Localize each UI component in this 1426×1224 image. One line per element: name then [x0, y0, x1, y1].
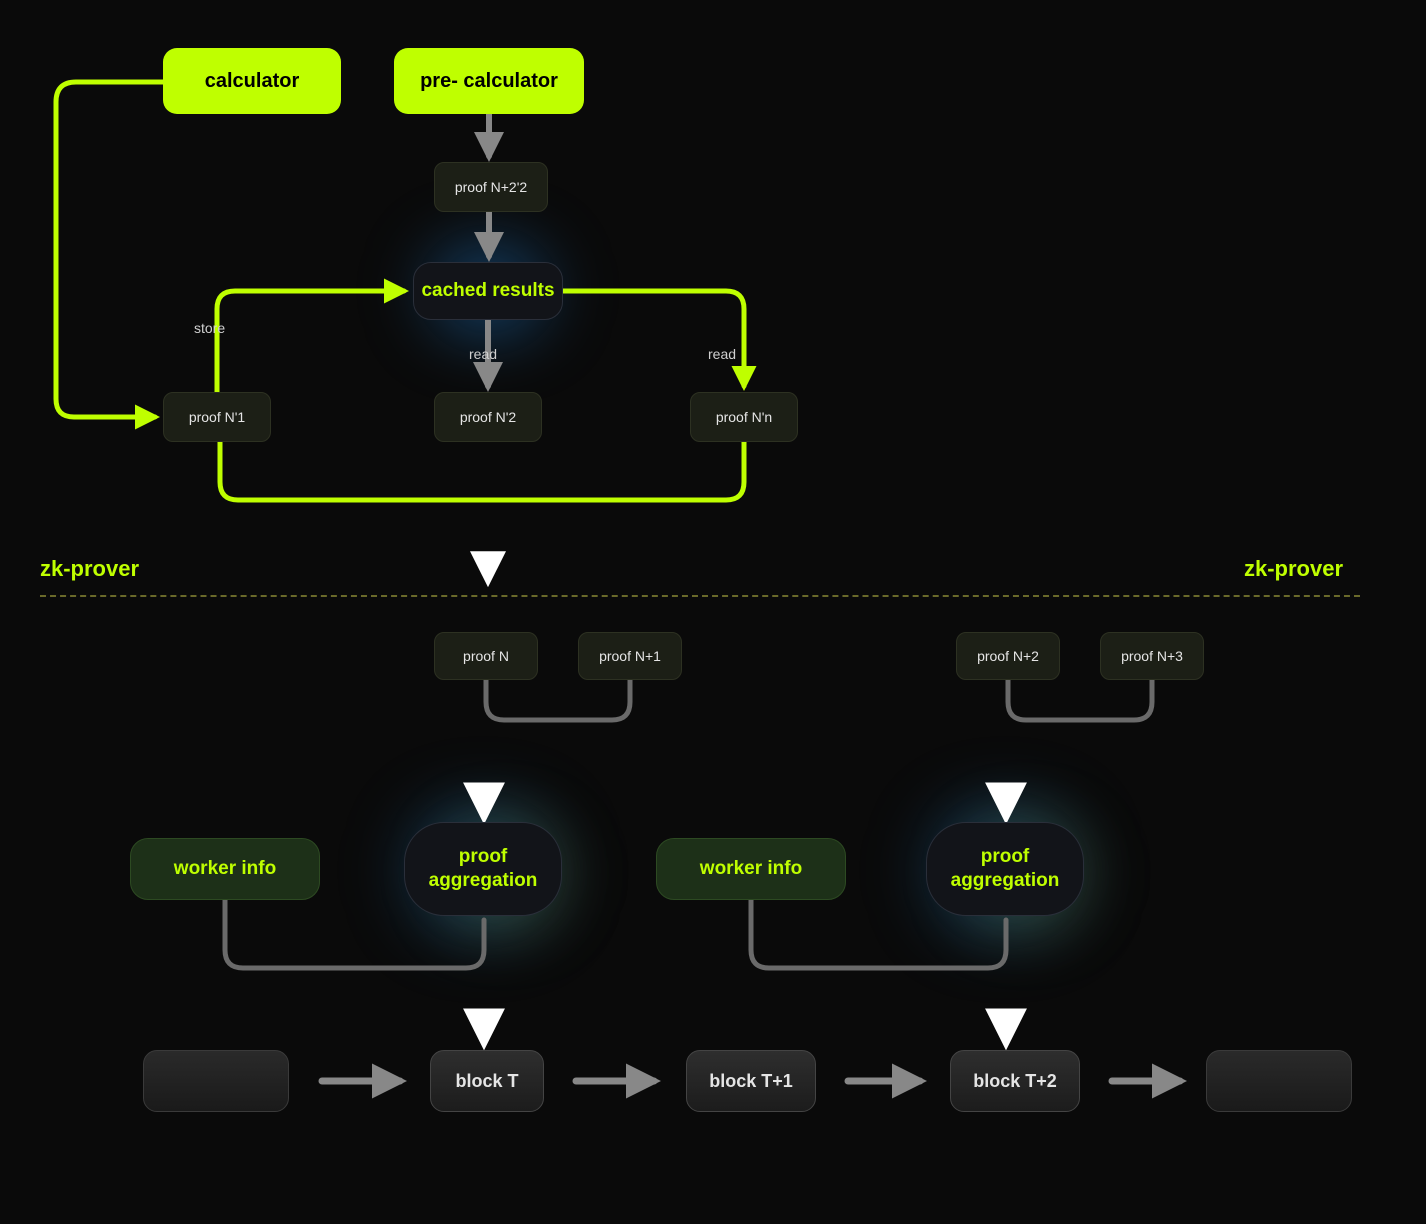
edge-lime-nn-back-to-n1: [220, 442, 744, 500]
node-block-t: block T: [430, 1050, 544, 1112]
node-worker-info-2-label: worker info: [700, 858, 802, 880]
node-proof-n2-label: proof N'2: [460, 409, 516, 425]
diagram-canvas: zk-prover zk-prover calculator pre- calc…: [0, 0, 1426, 1224]
node-calculator-label: calculator: [205, 70, 299, 93]
zk-prover-label-right: zk-prover: [1244, 556, 1343, 582]
node-cached-results: cached results: [413, 262, 563, 320]
node-proof-np2: proof N+2: [956, 632, 1060, 680]
node-proof-nn: proof N'n: [690, 392, 798, 442]
node-block-empty-right: [1206, 1050, 1352, 1112]
node-proof-nn-label: proof N'n: [716, 409, 772, 425]
node-proof-n1: proof N'1: [163, 392, 271, 442]
edge-gray-np2-down: [1008, 680, 1062, 720]
node-proof-n-label: proof N: [463, 648, 509, 664]
zk-prover-label-left: zk-prover: [40, 556, 139, 582]
edge-lime-loop-left: [56, 82, 163, 417]
label-read-1: read: [469, 346, 497, 362]
node-proof-aggregation-2: proof aggregation: [926, 822, 1084, 916]
node-worker-info-1: worker info: [130, 838, 320, 900]
node-proof-aggregation-1: proof aggregation: [404, 822, 562, 916]
label-read-2: read: [708, 346, 736, 362]
edge-lime-n1-to-cached: [217, 291, 404, 392]
edge-lime-cached-to-nn: [563, 291, 744, 386]
node-block-t2: block T+2: [950, 1050, 1080, 1112]
node-proof-aggregation-2-label: proof aggregation: [927, 845, 1083, 893]
node-worker-info-1-label: worker info: [174, 858, 276, 880]
node-worker-info-2: worker info: [656, 838, 846, 900]
node-proof-np2-label: proof N+2: [977, 648, 1039, 664]
node-proof-np3-label: proof N+3: [1121, 648, 1183, 664]
node-block-t2-label: block T+2: [973, 1071, 1057, 1092]
node-proof-n22-label: proof N+2'2: [455, 179, 527, 195]
node-proof-n: proof N: [434, 632, 538, 680]
node-block-t1: block T+1: [686, 1050, 816, 1112]
node-block-t-label: block T: [455, 1071, 518, 1092]
node-block-empty-left: [143, 1050, 289, 1112]
edge-gray-n-down: [486, 680, 540, 720]
dashed-divider: [40, 595, 1360, 597]
node-pre-calculator: pre- calculator: [394, 48, 584, 114]
node-block-t1-label: block T+1: [709, 1071, 793, 1092]
node-cached-results-label: cached results: [421, 280, 554, 302]
edge-gray-np3-down: [1062, 680, 1152, 720]
node-proof-np1-label: proof N+1: [599, 648, 661, 664]
edges-layer: [0, 0, 1426, 1224]
node-pre-calculator-label: pre- calculator: [420, 70, 558, 93]
node-proof-np1: proof N+1: [578, 632, 682, 680]
edge-gray-np1-down: [540, 680, 630, 720]
node-proof-np3: proof N+3: [1100, 632, 1204, 680]
node-proof-n2: proof N'2: [434, 392, 542, 442]
node-proof-n1-label: proof N'1: [189, 409, 245, 425]
node-proof-n22: proof N+2'2: [434, 162, 548, 212]
node-calculator: calculator: [163, 48, 341, 114]
label-store: store: [194, 320, 225, 336]
node-proof-aggregation-1-label: proof aggregation: [405, 845, 561, 893]
